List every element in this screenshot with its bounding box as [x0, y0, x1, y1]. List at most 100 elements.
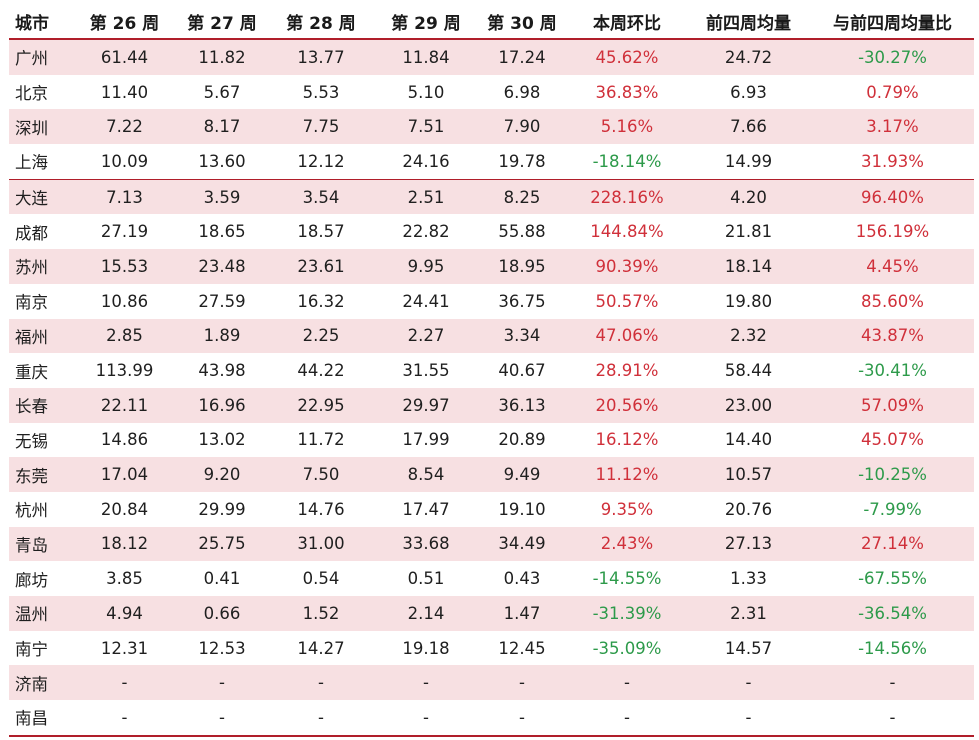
vs-avg-cell: 57.09% — [811, 387, 974, 423]
wow-change-cell: - — [568, 700, 686, 737]
week-30-cell: 36.75 — [498, 291, 546, 311]
wow-change-cell: 11.12% — [568, 457, 686, 492]
table-row: 广州 61.44 11.82 13.77 11.84 17.24 45.62% 24.72 -3… — [9, 39, 974, 75]
vs-avg-cell: -30.41% — [858, 361, 927, 381]
week-29-cell: 5.10 — [407, 82, 445, 102]
vs-avg-cell: 31.93% — [861, 151, 924, 171]
wow-change-cell: -18.14% — [592, 151, 662, 171]
week-27-cell: 13.02 — [198, 430, 246, 450]
city-cell: 青岛 — [9, 526, 71, 562]
city-cell: 重庆 — [15, 362, 48, 382]
week-26-cell: 7.22 — [71, 109, 178, 145]
week-30-cell: 1.47 — [476, 596, 568, 631]
wow-change-cell: -31.39% — [568, 596, 686, 631]
week-30-cell: 6.98 — [503, 82, 541, 102]
week-27-cell: 0.66 — [178, 596, 266, 631]
table-body: 广州 61.44 11.82 13.77 11.84 17.24 45.62% 24.72 -3… — [9, 39, 974, 737]
table-row: 东莞 17.04 9.20 7.50 8.54 9.49 11.12% 10.57 -10.25… — [9, 457, 974, 492]
week-27-cell: 1.89 — [178, 318, 266, 354]
week-26-cell: - — [71, 665, 178, 701]
city-cell: 南京 — [15, 293, 48, 313]
week-28-cell: 11.72 — [297, 430, 345, 450]
vs-avg-cell: -10.25% — [811, 457, 974, 492]
avg-4wk-cell: - — [686, 700, 811, 737]
vs-avg-cell: -67.55% — [858, 569, 927, 589]
city-cell: 大连 — [9, 178, 71, 215]
city-cell: 北京 — [15, 84, 48, 104]
week-26-cell: 11.40 — [100, 82, 149, 102]
week-30-cell: 18.95 — [476, 249, 568, 284]
week-29-cell: 0.51 — [407, 569, 445, 589]
header-week-26: 第 26 周 — [71, 4, 178, 40]
week-27-cell: 25.75 — [178, 526, 266, 562]
week-30-cell: - — [476, 700, 568, 737]
week-30-cell: 8.25 — [476, 178, 568, 215]
vs-avg-cell: - — [811, 665, 974, 701]
wow-change-cell: -35.09% — [592, 638, 662, 658]
week-27-cell: 27.59 — [198, 291, 246, 311]
header-vs-4wk-average: 与前四周均量比 — [811, 4, 974, 40]
week-26-cell: 12.31 — [100, 638, 149, 658]
week-29-cell: 24.41 — [402, 291, 450, 311]
avg-4wk-cell: 4.20 — [686, 178, 811, 215]
vs-avg-cell: -30.27% — [811, 39, 974, 75]
avg-4wk-cell: 21.81 — [724, 222, 773, 242]
table-row: 南京 10.86 27.59 16.32 24.41 36.75 50.57% 19.80 85… — [9, 284, 974, 319]
avg-4wk-cell: 14.40 — [724, 430, 773, 450]
wow-change-cell: 9.35% — [600, 499, 654, 519]
week-28-cell: 5.53 — [302, 82, 340, 102]
table-row: 福州 2.85 1.89 2.25 2.27 3.34 47.06% 2.32 43.87% — [9, 318, 974, 354]
wow-change-cell: 2.43% — [568, 526, 686, 562]
week-28-cell: - — [266, 665, 376, 701]
avg-4wk-cell: 2.32 — [686, 318, 811, 354]
week-29-cell: 24.16 — [402, 151, 450, 171]
week-27-cell: 5.67 — [203, 82, 241, 102]
week-30-cell: 36.13 — [476, 387, 568, 423]
week-27-cell: 18.65 — [198, 222, 246, 242]
vs-avg-cell: -14.56% — [858, 638, 927, 658]
avg-4wk-cell: 1.33 — [730, 569, 767, 589]
week-26-cell: 10.09 — [100, 151, 149, 171]
week-28-cell: 0.54 — [302, 569, 340, 589]
week-29-cell: 2.51 — [376, 178, 476, 215]
table-row: 廊坊 3.85 0.41 0.54 0.51 0.43 -14.55% 1.33 -67.55% — [9, 561, 974, 596]
week-26-cell: 113.99 — [95, 361, 154, 381]
week-28-cell: 31.00 — [266, 526, 376, 562]
wow-change-cell: 50.57% — [595, 291, 659, 311]
week-29-cell: 31.55 — [402, 361, 450, 381]
table-row: 青岛 18.12 25.75 31.00 33.68 34.49 2.43% 27.13 27.… — [9, 526, 974, 562]
avg-4wk-cell: 2.31 — [686, 596, 811, 631]
avg-4wk-cell: 58.44 — [724, 361, 773, 381]
table-row: 济南 - - - - - - - - — [9, 665, 974, 701]
week-29-cell: - — [376, 665, 476, 701]
city-cell: 深圳 — [9, 109, 71, 145]
table-row: 苏州 15.53 23.48 23.61 9.95 18.95 90.39% 18.14 4.4… — [9, 249, 974, 284]
header-wow-change: 本周环比 — [568, 4, 686, 40]
avg-4wk-cell: 20.76 — [724, 499, 773, 519]
week-26-cell: 15.53 — [71, 249, 178, 284]
header-week-27: 第 27 周 — [178, 4, 266, 40]
week-28-cell: 22.95 — [266, 387, 376, 423]
city-cell: 成都 — [15, 223, 48, 243]
week-27-cell: 9.20 — [178, 457, 266, 492]
week-26-cell: 20.84 — [100, 499, 149, 519]
wow-change-cell: 228.16% — [568, 178, 686, 215]
city-weekly-table: 城市 第 26 周 第 27 周 第 28 周 第 29 周 第 30 周 本周… — [9, 4, 974, 737]
week-29-cell: 2.14 — [376, 596, 476, 631]
vs-avg-cell: - — [811, 700, 974, 737]
avg-4wk-cell: 23.00 — [686, 387, 811, 423]
week-28-cell: 23.61 — [266, 249, 376, 284]
week-28-cell: 13.77 — [266, 39, 376, 75]
header-row: 城市 第 26 周 第 27 周 第 28 周 第 29 周 第 30 周 本周… — [9, 4, 974, 40]
vs-avg-cell: 27.14% — [811, 526, 974, 562]
wow-change-cell: - — [568, 665, 686, 701]
city-cell: 福州 — [9, 318, 71, 354]
week-28-cell: 1.52 — [266, 596, 376, 631]
week-30-cell: 17.24 — [476, 39, 568, 75]
week-28-cell: 44.22 — [297, 361, 345, 381]
table-row: 北京 11.40 5.67 5.53 5.10 6.98 36.83% 6.93 0.79% — [9, 75, 974, 110]
table-row: 长春 22.11 16.96 22.95 29.97 36.13 20.56% 23.00 57… — [9, 387, 974, 423]
week-27-cell: 43.98 — [198, 361, 246, 381]
week-28-cell: 7.50 — [266, 457, 376, 492]
